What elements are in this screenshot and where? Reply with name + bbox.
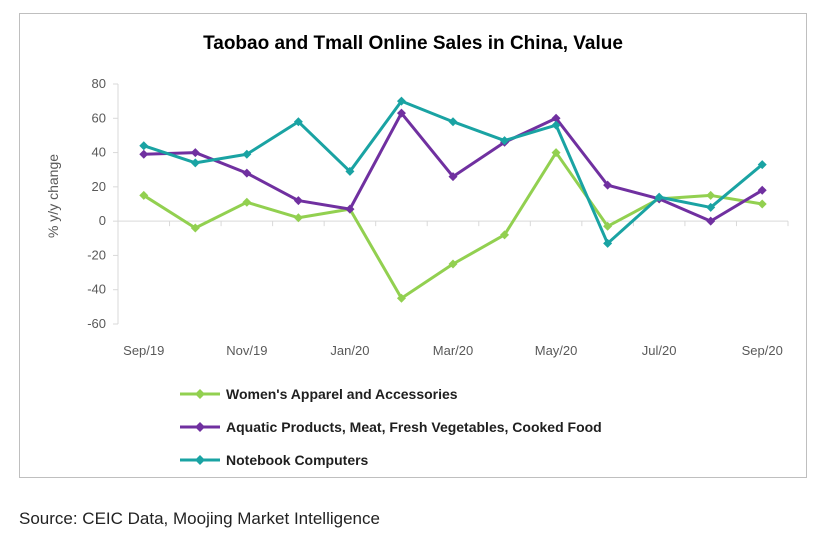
data-point <box>448 259 458 269</box>
legend-item: Aquatic Products, Meat, Fresh Vegetables… <box>178 410 602 443</box>
legend-item: Notebook Computers <box>178 443 602 476</box>
legend-swatch <box>180 421 220 432</box>
x-tick-label: May/20 <box>535 343 578 358</box>
data-point <box>190 158 200 168</box>
data-point <box>345 166 355 176</box>
y-tick-label: 60 <box>92 110 106 125</box>
data-point <box>757 160 767 170</box>
source-note: Source: CEIC Data, Moojing Market Intell… <box>19 509 380 528</box>
y-tick-label: 40 <box>92 145 106 160</box>
data-point <box>603 221 613 231</box>
y-tick-label: 0 <box>99 213 106 228</box>
legend: Women's Apparel and Accessories Aquatic P… <box>178 377 602 476</box>
data-point <box>551 113 561 123</box>
data-point <box>345 204 355 214</box>
data-point <box>500 230 510 240</box>
data-point <box>242 168 252 178</box>
x-tick-label: Mar/20 <box>433 343 473 358</box>
data-point <box>396 293 406 303</box>
legend-label: Aquatic Products, Meat, Fresh Vegetables… <box>226 418 602 435</box>
legend-marker <box>195 421 205 432</box>
x-tick-label: Sep/20 <box>742 343 783 358</box>
legend-marker <box>195 454 205 465</box>
legend-swatch <box>180 388 220 399</box>
x-tick-label: Jan/20 <box>330 343 369 358</box>
data-point <box>500 136 510 146</box>
legend-marker <box>195 388 205 399</box>
data-point <box>396 108 406 118</box>
data-point <box>757 199 767 209</box>
data-point <box>139 141 149 151</box>
chart-frame: Taobao and Tmall Online Sales in China, … <box>19 13 807 478</box>
data-point <box>139 149 149 159</box>
data-point <box>293 117 303 127</box>
data-point <box>603 238 613 248</box>
data-point <box>396 96 406 106</box>
x-tick-label: Sep/19 <box>123 343 164 358</box>
legend-label: Women's Apparel and Accessories <box>226 385 458 402</box>
y-tick-label: -20 <box>87 247 106 262</box>
series-line <box>143 111 764 223</box>
data-point <box>757 185 767 195</box>
data-point <box>706 216 716 226</box>
data-point <box>448 172 458 182</box>
data-point <box>551 148 561 158</box>
data-point <box>293 196 303 206</box>
data-point <box>603 180 613 190</box>
x-tick-label: Jul/20 <box>642 343 677 358</box>
data-point <box>190 223 200 233</box>
legend-label: Notebook Computers <box>226 451 369 468</box>
y-tick-label: -40 <box>87 282 106 297</box>
y-tick-label: 20 <box>92 179 106 194</box>
data-point <box>242 149 252 159</box>
plot-area: 80 60 40 20 0 -20 -40 -60 % y/y change Sep/19 Nov/… <box>45 76 789 358</box>
data-point <box>293 213 303 223</box>
data-point <box>706 202 716 212</box>
y-tick-label: -60 <box>87 316 106 331</box>
data-point <box>706 190 716 200</box>
data-point <box>242 197 252 207</box>
data-point <box>139 190 149 200</box>
data-point <box>448 117 458 127</box>
legend-swatch <box>180 454 220 465</box>
y-tick-label: 80 <box>92 76 106 91</box>
legend-item: Women's Apparel and Accessories <box>178 377 602 410</box>
data-point <box>654 192 664 202</box>
data-point <box>551 120 561 130</box>
x-tick-label: Nov/19 <box>226 343 267 358</box>
chart-title: Taobao and Tmall Online Sales in China, … <box>203 33 623 54</box>
data-point <box>190 148 200 158</box>
y-axis-title: % y/y change <box>45 154 61 238</box>
